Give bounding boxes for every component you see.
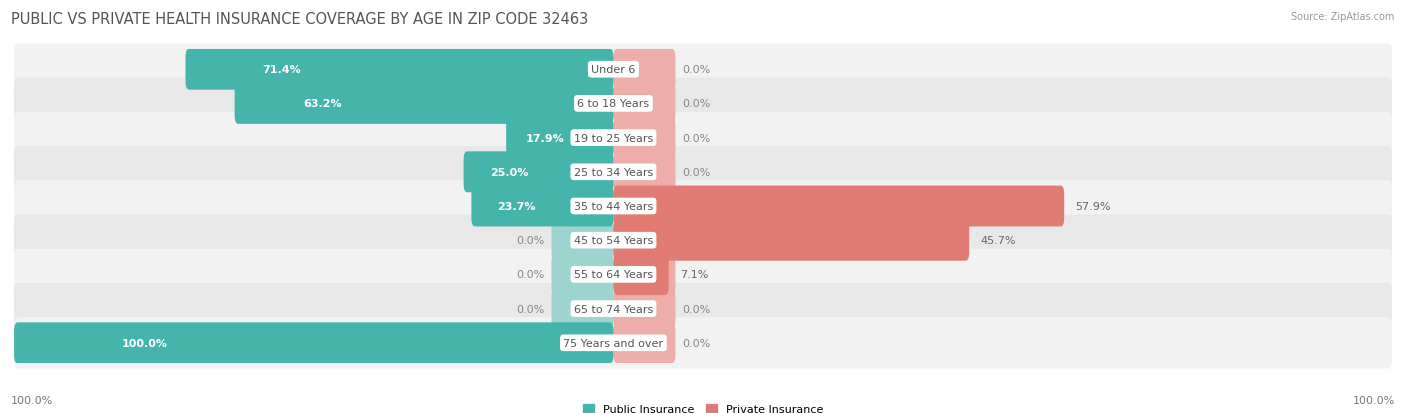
Text: 7.1%: 7.1% bbox=[679, 270, 709, 280]
FancyBboxPatch shape bbox=[14, 113, 1392, 164]
Text: Source: ZipAtlas.com: Source: ZipAtlas.com bbox=[1291, 12, 1395, 22]
FancyBboxPatch shape bbox=[14, 45, 1392, 96]
Text: 0.0%: 0.0% bbox=[682, 133, 710, 143]
FancyBboxPatch shape bbox=[613, 220, 675, 261]
FancyBboxPatch shape bbox=[551, 288, 613, 329]
Text: 17.9%: 17.9% bbox=[526, 133, 564, 143]
FancyBboxPatch shape bbox=[14, 78, 1392, 130]
FancyBboxPatch shape bbox=[613, 288, 675, 329]
FancyBboxPatch shape bbox=[14, 147, 1392, 198]
Text: 19 to 25 Years: 19 to 25 Years bbox=[574, 133, 652, 143]
Text: 71.4%: 71.4% bbox=[263, 65, 301, 75]
Text: 6 to 18 Years: 6 to 18 Years bbox=[578, 99, 650, 109]
Text: 55 to 64 Years: 55 to 64 Years bbox=[574, 270, 652, 280]
Text: 0.0%: 0.0% bbox=[682, 338, 710, 348]
Text: 100.0%: 100.0% bbox=[11, 395, 53, 405]
FancyBboxPatch shape bbox=[506, 118, 613, 159]
FancyBboxPatch shape bbox=[14, 323, 613, 363]
FancyBboxPatch shape bbox=[613, 152, 675, 193]
FancyBboxPatch shape bbox=[613, 323, 675, 363]
Text: 57.9%: 57.9% bbox=[1076, 202, 1111, 211]
Text: 0.0%: 0.0% bbox=[682, 99, 710, 109]
FancyBboxPatch shape bbox=[613, 186, 675, 227]
Text: 0.0%: 0.0% bbox=[516, 270, 544, 280]
FancyBboxPatch shape bbox=[551, 186, 613, 227]
Text: PUBLIC VS PRIVATE HEALTH INSURANCE COVERAGE BY AGE IN ZIP CODE 32463: PUBLIC VS PRIVATE HEALTH INSURANCE COVER… bbox=[11, 12, 589, 27]
Text: 35 to 44 Years: 35 to 44 Years bbox=[574, 202, 652, 211]
Text: Under 6: Under 6 bbox=[592, 65, 636, 75]
Text: 0.0%: 0.0% bbox=[516, 304, 544, 314]
FancyBboxPatch shape bbox=[613, 254, 675, 295]
FancyBboxPatch shape bbox=[14, 249, 1392, 300]
Text: 25 to 34 Years: 25 to 34 Years bbox=[574, 167, 652, 177]
FancyBboxPatch shape bbox=[551, 118, 613, 159]
FancyBboxPatch shape bbox=[613, 50, 675, 90]
Text: 65 to 74 Years: 65 to 74 Years bbox=[574, 304, 652, 314]
FancyBboxPatch shape bbox=[471, 186, 613, 227]
FancyBboxPatch shape bbox=[613, 186, 1064, 227]
Text: 25.0%: 25.0% bbox=[491, 167, 529, 177]
FancyBboxPatch shape bbox=[551, 84, 613, 125]
FancyBboxPatch shape bbox=[613, 254, 669, 295]
Text: 0.0%: 0.0% bbox=[682, 167, 710, 177]
FancyBboxPatch shape bbox=[551, 152, 613, 193]
FancyBboxPatch shape bbox=[551, 50, 613, 90]
FancyBboxPatch shape bbox=[14, 283, 1392, 335]
Text: 0.0%: 0.0% bbox=[682, 304, 710, 314]
Text: 23.7%: 23.7% bbox=[496, 202, 536, 211]
Text: 45 to 54 Years: 45 to 54 Years bbox=[574, 236, 652, 246]
FancyBboxPatch shape bbox=[14, 181, 1392, 232]
FancyBboxPatch shape bbox=[613, 84, 675, 125]
FancyBboxPatch shape bbox=[613, 220, 969, 261]
Text: 100.0%: 100.0% bbox=[122, 338, 167, 348]
FancyBboxPatch shape bbox=[551, 220, 613, 261]
Text: 0.0%: 0.0% bbox=[682, 65, 710, 75]
Text: 0.0%: 0.0% bbox=[516, 236, 544, 246]
FancyBboxPatch shape bbox=[464, 152, 613, 193]
FancyBboxPatch shape bbox=[613, 118, 675, 159]
FancyBboxPatch shape bbox=[235, 84, 613, 125]
Text: 100.0%: 100.0% bbox=[1353, 395, 1395, 405]
Text: 45.7%: 45.7% bbox=[980, 236, 1015, 246]
Text: 63.2%: 63.2% bbox=[302, 99, 342, 109]
Text: 75 Years and over: 75 Years and over bbox=[564, 338, 664, 348]
FancyBboxPatch shape bbox=[551, 254, 613, 295]
Legend: Public Insurance, Private Insurance: Public Insurance, Private Insurance bbox=[583, 404, 823, 413]
FancyBboxPatch shape bbox=[551, 323, 613, 363]
FancyBboxPatch shape bbox=[186, 50, 613, 90]
FancyBboxPatch shape bbox=[14, 317, 1392, 368]
FancyBboxPatch shape bbox=[14, 215, 1392, 266]
